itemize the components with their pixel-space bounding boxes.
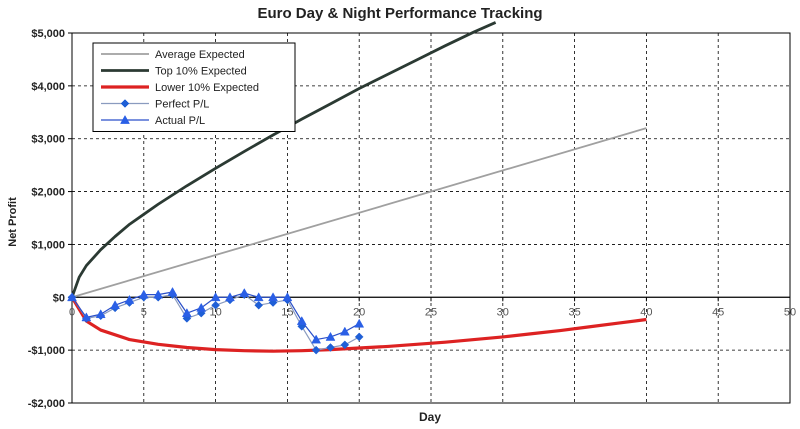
y-tick-label: $1,000 bbox=[31, 239, 65, 251]
x-tick-label: 10 bbox=[209, 306, 221, 318]
data-point-perfect-p-l bbox=[326, 343, 335, 352]
y-axis-label-group: Net Profit bbox=[7, 197, 19, 247]
data-point-actual-p-l bbox=[181, 308, 192, 317]
legend: Average Expected Top 10% Expected Lower 10… bbox=[92, 42, 296, 132]
y-tick-label: $4,000 bbox=[31, 81, 65, 93]
series-actual-p-l bbox=[67, 286, 365, 344]
y-tick-label: -$1,000 bbox=[28, 345, 65, 357]
data-point-actual-p-l bbox=[210, 292, 221, 302]
data-point-actual-p-l bbox=[253, 292, 264, 302]
x-tick-label: 5 bbox=[141, 306, 147, 318]
legend-label-top-10-expected: Top 10% Expected bbox=[155, 66, 247, 78]
data-point-perfect-p-l bbox=[254, 300, 264, 310]
x-axis-label: Day bbox=[419, 410, 441, 424]
x-tick-label: 20 bbox=[353, 306, 365, 318]
legend-marker-actual-p-l bbox=[120, 114, 130, 124]
data-point-actual-p-l bbox=[196, 302, 207, 312]
data-point-actual-p-l bbox=[95, 309, 106, 319]
data-point-actual-p-l bbox=[354, 318, 365, 328]
x-tick-label: 25 bbox=[425, 306, 437, 318]
data-point-actual-p-l bbox=[239, 288, 250, 297]
data-point-actual-p-l bbox=[268, 292, 278, 302]
data-point-actual-p-l bbox=[153, 289, 164, 299]
data-point-actual-p-l bbox=[339, 326, 350, 336]
data-point-actual-p-l bbox=[311, 334, 322, 344]
data-point-actual-p-l bbox=[67, 292, 77, 302]
data-point-perfect-p-l bbox=[311, 345, 321, 355]
series-line-average-expected bbox=[71, 127, 647, 299]
series-line-top-10-expected bbox=[70, 21, 497, 298]
y-tick-label: $2,000 bbox=[31, 187, 65, 199]
x-tick-label: 50 bbox=[784, 306, 796, 318]
data-point-perfect-p-l bbox=[354, 332, 364, 342]
x-tick-label: 15 bbox=[281, 306, 293, 318]
chart-title: Euro Day & Night Performance Tracking bbox=[257, 5, 542, 22]
y-tick-label: $0 bbox=[53, 292, 65, 304]
data-point-perfect-p-l bbox=[211, 300, 220, 310]
data-point-actual-p-l bbox=[325, 331, 336, 341]
data-point-actual-p-l bbox=[110, 300, 121, 310]
y-tick-label: $3,000 bbox=[31, 134, 65, 146]
legend-label-average-expected: Average Expected bbox=[155, 49, 245, 61]
data-point-actual-p-l bbox=[296, 316, 307, 325]
data-point-actual-p-l bbox=[167, 286, 178, 296]
data-point-perfect-p-l bbox=[340, 340, 350, 350]
x-tick-label: 40 bbox=[640, 306, 652, 318]
legend-label-actual-p-l: Actual P/L bbox=[155, 115, 205, 127]
y-tick-label: -$2,000 bbox=[28, 398, 65, 410]
x-tick-label: 45 bbox=[712, 306, 724, 318]
y-axis-label: Net Profit bbox=[7, 197, 19, 247]
x-tick-label: 35 bbox=[568, 306, 580, 318]
legend-label-perfect-p-l: Perfect P/L bbox=[155, 99, 209, 111]
data-point-actual-p-l bbox=[124, 294, 135, 304]
series-average-expected bbox=[71, 127, 647, 299]
legend-label-lower-10-expected: Lower 10% Expected bbox=[155, 82, 259, 94]
series-top-10-expected bbox=[70, 21, 497, 298]
legend-marker-perfect-p-l bbox=[120, 99, 130, 108]
data-point-actual-p-l bbox=[138, 289, 149, 299]
x-tick-label: 30 bbox=[497, 306, 509, 318]
data-point-actual-p-l bbox=[81, 312, 92, 322]
x-tick-label: 0 bbox=[69, 306, 75, 318]
y-tick-label: $5,000 bbox=[31, 28, 65, 40]
series-layer bbox=[67, 21, 647, 355]
data-point-actual-p-l bbox=[225, 292, 235, 302]
data-point-actual-p-l bbox=[282, 292, 293, 302]
